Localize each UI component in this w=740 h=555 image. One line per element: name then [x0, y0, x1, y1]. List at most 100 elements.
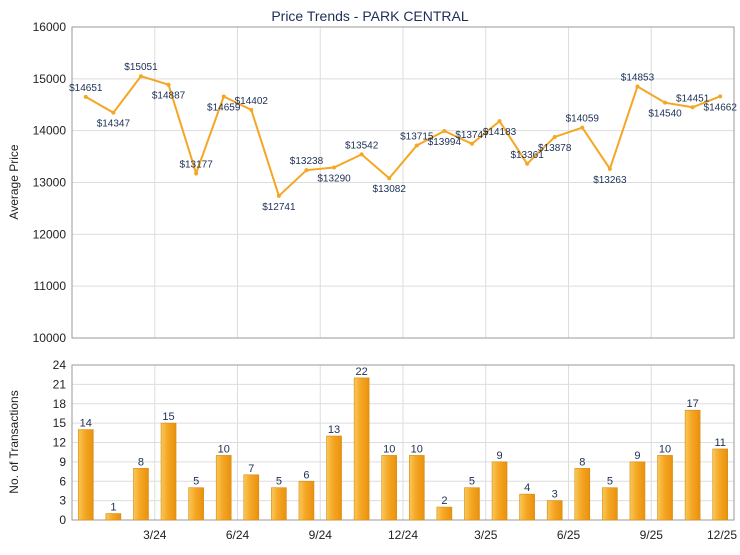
- price-point: [552, 134, 557, 139]
- price-data-label: $14059: [566, 114, 600, 125]
- price-y-axis-label: Average Price: [7, 144, 21, 219]
- transaction-bar: [712, 448, 729, 521]
- transactions-y-tick-label: 18: [53, 397, 67, 411]
- price-panel: 10000 11000 12000 13000 14000 15000 16000 $1465…: [33, 20, 738, 345]
- price-data-label: $13994: [428, 137, 462, 148]
- transaction-bar-label: 1: [110, 502, 116, 514]
- transaction-bar: [188, 487, 204, 521]
- x-tick-label: 9/25: [640, 528, 664, 542]
- price-data-label: $14540: [648, 109, 682, 120]
- price-point: [359, 152, 364, 157]
- transaction-bar: [353, 377, 370, 521]
- price-y-tick-label: 11000: [34, 279, 67, 293]
- price-point: [497, 119, 502, 124]
- price-point: [690, 105, 695, 110]
- transactions-y-tick-label: 3: [59, 494, 66, 508]
- price-data-label: $14651: [69, 83, 103, 94]
- price-y-tick-label: 16000: [33, 20, 67, 34]
- transaction-bar-label: 13: [328, 424, 340, 436]
- price-point: [607, 166, 612, 171]
- price-point: [469, 141, 474, 146]
- transaction-bar: [133, 468, 149, 521]
- price-series-line: [85, 75, 721, 198]
- price-data-label: $14402: [235, 96, 269, 107]
- transactions-y-tick-label: 15: [53, 416, 67, 430]
- transaction-bar-label: 14: [80, 418, 92, 430]
- transaction-bar-label: 9: [496, 450, 502, 462]
- transaction-bar-label: 15: [162, 411, 174, 423]
- transaction-bar: [326, 435, 342, 521]
- transaction-bar: [629, 461, 646, 521]
- transaction-bar-label: 3: [552, 489, 558, 501]
- transaction-bar: [574, 468, 591, 521]
- x-tick-label: 12/24: [388, 528, 418, 542]
- price-point: [276, 193, 281, 198]
- transaction-bar: [271, 487, 287, 521]
- transaction-bar: [657, 455, 673, 521]
- price-data-label: $13542: [345, 140, 379, 151]
- transaction-bar: [436, 506, 453, 521]
- price-data-label: $15051: [124, 62, 158, 73]
- transaction-bar-label: 2: [441, 495, 447, 507]
- transaction-bar-label: 8: [579, 456, 585, 468]
- price-point: [138, 74, 143, 79]
- price-point: [83, 94, 88, 99]
- price-point: [332, 165, 337, 170]
- price-data-label: $13715: [400, 131, 434, 142]
- price-point: [580, 125, 585, 130]
- price-data-label: $14659: [207, 103, 241, 114]
- price-data-label: $14662: [704, 102, 738, 113]
- price-point: [387, 176, 392, 181]
- price-point: [166, 82, 171, 87]
- x-tick-label: 6/25: [557, 528, 581, 542]
- transactions-y-tick-label: 12: [53, 436, 67, 450]
- price-data-label: $13878: [538, 143, 572, 154]
- transactions-y-tick-label: 6: [59, 474, 66, 488]
- transactions-y-axis-label: No. of Transactions: [7, 390, 21, 493]
- transaction-bar-label: 5: [193, 476, 199, 488]
- transaction-bar-label: 5: [607, 476, 613, 488]
- price-data-label: $13263: [593, 175, 627, 186]
- transaction-bar-label: 9: [634, 450, 640, 462]
- price-point: [663, 100, 668, 105]
- price-y-tick-label: 10000: [33, 331, 67, 345]
- transaction-bar-label: 8: [138, 456, 144, 468]
- x-tick-label: 9/24: [309, 528, 333, 542]
- transaction-bar: [602, 487, 618, 521]
- transaction-bar-label: 10: [218, 443, 230, 455]
- transaction-bar: [491, 461, 508, 521]
- price-point: [221, 94, 226, 99]
- chart-title: Price Trends - PARK CENTRAL: [271, 8, 469, 24]
- transactions-y-tick-label: 24: [53, 358, 67, 372]
- price-point: [194, 171, 199, 176]
- transaction-bar: [105, 513, 122, 521]
- price-point: [111, 110, 116, 115]
- transaction-bar-label: 10: [411, 443, 423, 455]
- transaction-bar-label: 7: [248, 463, 254, 475]
- transaction-bar: [160, 422, 177, 521]
- price-data-label: $13238: [290, 156, 324, 167]
- price-data-label: $13290: [317, 173, 351, 184]
- transaction-bar: [381, 455, 398, 521]
- transactions-y-tick-label: 9: [59, 455, 66, 469]
- price-data-label: $13177: [179, 159, 213, 170]
- price-point: [635, 84, 640, 89]
- price-y-tick-label: 15000: [33, 72, 67, 86]
- price-y-tick-label: 13000: [33, 176, 67, 190]
- price-data-label: $14853: [621, 72, 655, 83]
- transaction-bar-label: 17: [687, 398, 699, 410]
- price-data-label: $12741: [262, 202, 296, 213]
- price-plot-frame: [71, 26, 735, 339]
- price-data-label: $14887: [152, 91, 186, 102]
- x-tick-label: 6/24: [226, 528, 250, 542]
- transaction-bar: [408, 455, 425, 521]
- price-point: [414, 143, 419, 148]
- transaction-bar: [298, 480, 315, 521]
- price-point: [442, 128, 447, 133]
- transaction-bar-label: 6: [303, 469, 309, 481]
- price-y-tick-label: 12000: [33, 227, 67, 241]
- transaction-bar-label: 10: [383, 443, 395, 455]
- transaction-bar: [243, 474, 260, 521]
